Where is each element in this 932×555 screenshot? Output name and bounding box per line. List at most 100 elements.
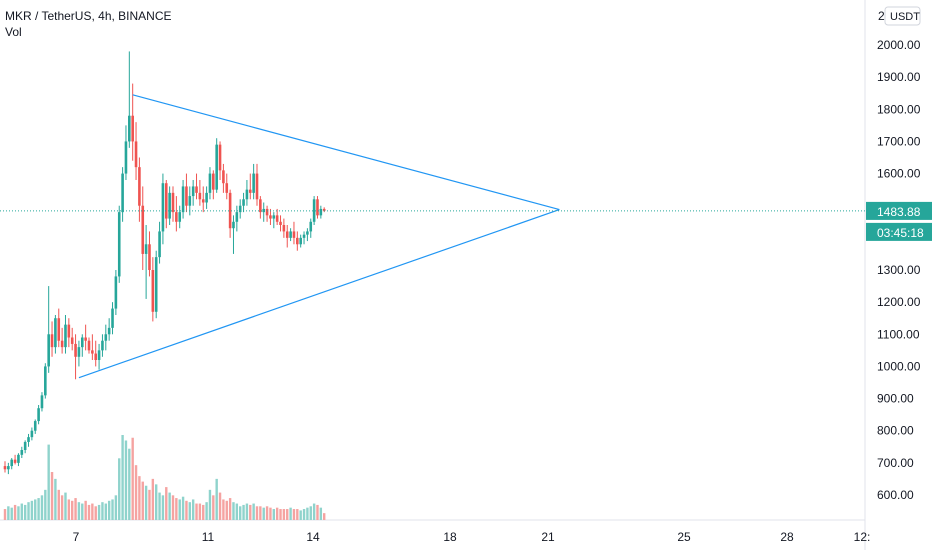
candle-body <box>10 459 14 467</box>
candle-body <box>141 205 145 254</box>
candle-body <box>30 430 34 438</box>
candle-body <box>302 234 306 238</box>
volume-bar <box>97 504 101 520</box>
candle-body <box>64 324 67 348</box>
volume-bar <box>57 489 60 520</box>
candle-body <box>138 167 141 206</box>
volume-bar <box>302 509 306 520</box>
currency-badge <box>884 6 921 26</box>
volume-bar <box>279 509 282 520</box>
volume-bar <box>111 499 114 520</box>
date-tick-label: 11 <box>202 530 215 544</box>
candle-body <box>84 337 87 341</box>
volume-label[interactable]: Vol <box>5 25 22 39</box>
candle-body <box>235 212 239 222</box>
candle-body <box>164 183 168 219</box>
volume-bar <box>131 437 134 520</box>
candle-body <box>201 199 205 203</box>
volume-bar <box>158 492 161 520</box>
volume-bar <box>114 495 118 520</box>
volume-bar <box>124 440 128 520</box>
price-tick-label: 1200.00 <box>877 295 921 309</box>
volume-bar <box>144 485 148 520</box>
volume-bar <box>222 499 225 520</box>
volume-bar <box>60 495 64 520</box>
volume-bar <box>10 507 13 520</box>
candle-body <box>265 208 269 216</box>
volume-bar <box>289 507 292 520</box>
candle-body <box>178 212 182 222</box>
price-tick-label: 700.00 <box>877 456 914 470</box>
price-tick-label: 1600.00 <box>877 167 921 181</box>
volume-bar <box>161 495 165 520</box>
candle-body <box>97 350 101 360</box>
volume-bar <box>3 509 7 520</box>
candle-body <box>151 270 155 312</box>
candle-body <box>242 199 245 206</box>
volume-bar <box>23 504 27 520</box>
volume-bar <box>71 500 74 520</box>
volume-bar <box>323 513 326 520</box>
volume-bar <box>20 503 23 520</box>
volume-bar <box>272 509 275 520</box>
candle-body <box>188 196 192 206</box>
candle-body <box>175 212 178 222</box>
candle-body <box>185 186 188 206</box>
volume-bar <box>195 503 198 520</box>
volume-bar <box>7 506 10 520</box>
candle-body <box>70 337 74 344</box>
volume-bar <box>107 500 111 520</box>
volume-bar <box>218 492 222 520</box>
candle-body <box>47 334 50 367</box>
candle-body <box>289 231 292 238</box>
candle-body <box>158 231 161 258</box>
candle-body <box>248 189 252 193</box>
volume-bar <box>67 499 71 520</box>
candle-body <box>154 257 158 312</box>
volume-bar <box>181 496 185 520</box>
candle-body <box>117 212 121 277</box>
volume-bar <box>13 504 17 520</box>
volume-bar <box>64 492 67 520</box>
volume-bar <box>77 502 81 520</box>
volume-bar <box>171 495 175 520</box>
date-tick-label: 21 <box>541 530 555 544</box>
candle-body <box>33 421 37 431</box>
candle-body <box>7 466 10 470</box>
last-price-tag <box>866 201 932 220</box>
candle-body <box>121 173 124 213</box>
volume-bar <box>91 503 94 520</box>
volume-bar <box>202 504 205 520</box>
volume-bar <box>296 509 299 520</box>
candle-body <box>134 141 138 168</box>
candle-body <box>208 173 212 193</box>
candle-body <box>144 244 148 254</box>
symbol-title[interactable]: MKR / TetherUS, 4h, BINANCE <box>5 9 172 23</box>
candle-body <box>275 215 279 222</box>
volume-bar <box>309 506 312 520</box>
volume-bar <box>319 507 323 520</box>
candle-body <box>292 231 296 238</box>
candle-body <box>57 318 61 341</box>
volume-bar <box>175 498 178 520</box>
countdown-value: 03:45:18 <box>877 226 924 240</box>
volume-bar <box>249 504 252 520</box>
volume-bar <box>17 506 20 520</box>
candle-body <box>101 340 104 351</box>
volume-bar <box>37 498 40 520</box>
volume-bar <box>128 448 131 520</box>
candle-body <box>218 144 222 171</box>
candle-body <box>181 186 185 213</box>
candle-body <box>228 192 232 229</box>
volume-bar <box>54 478 57 520</box>
volume-bar <box>27 502 30 520</box>
candle-body <box>60 340 64 348</box>
price-tick-label: 1100.00 <box>877 327 920 341</box>
candle-body <box>91 350 94 354</box>
candle-body <box>168 192 171 219</box>
volume-bar <box>235 503 239 520</box>
candle-body <box>161 183 165 232</box>
trendline-lower <box>78 209 560 379</box>
